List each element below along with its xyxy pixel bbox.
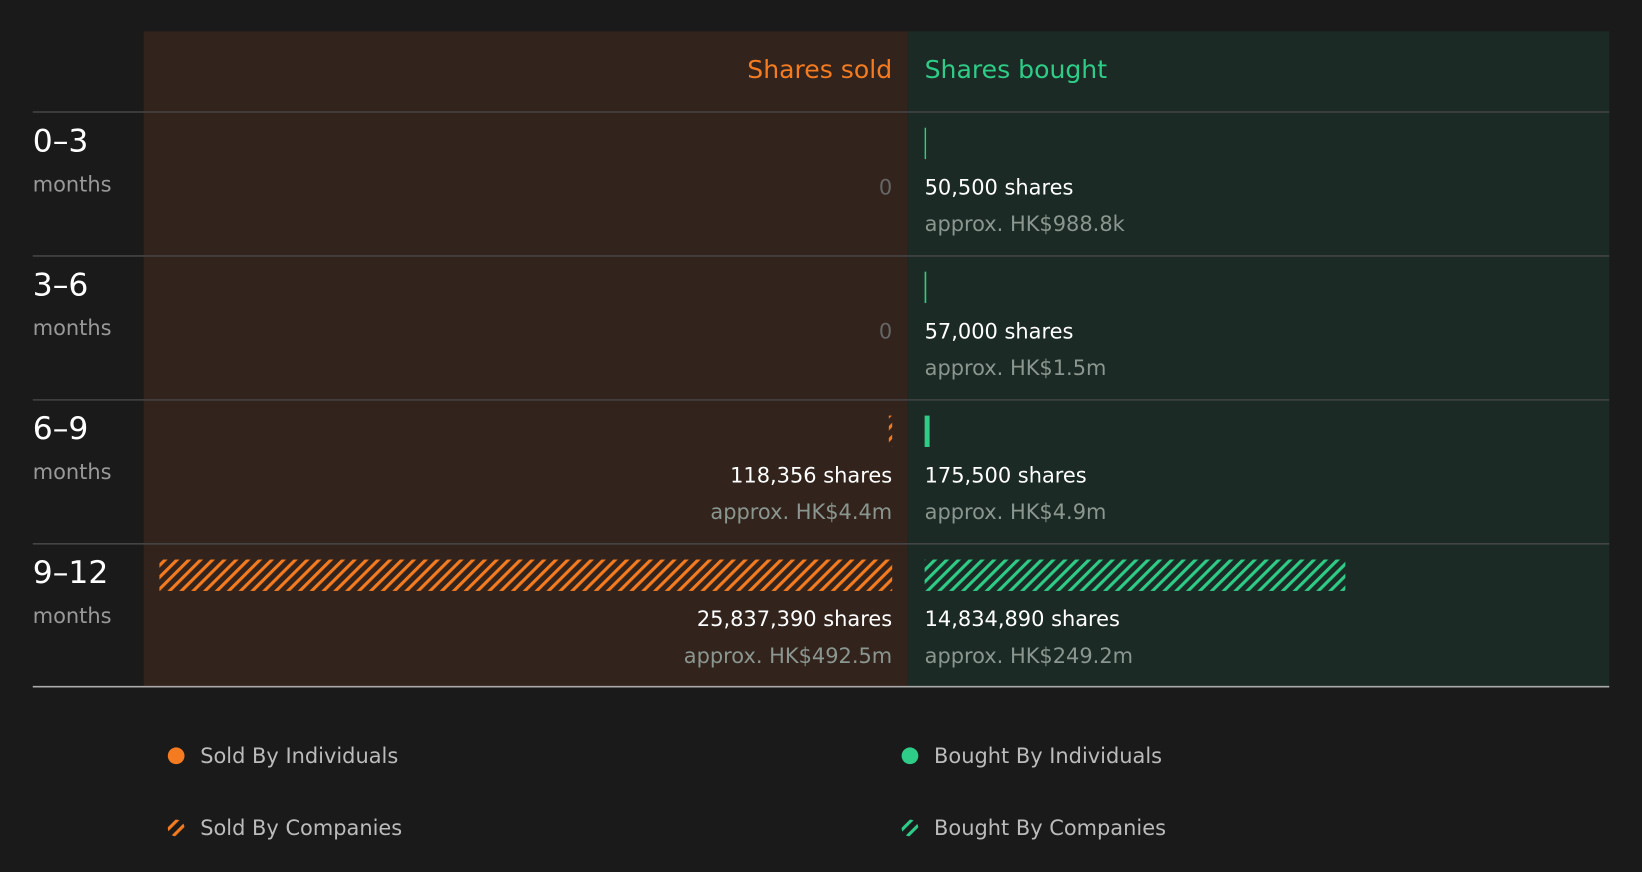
- amount-label: approx. HK$988.8k: [925, 212, 1126, 236]
- sold-bar: [159, 559, 893, 591]
- category-label: 3–6: [33, 267, 89, 303]
- value-label: 50,500 shares: [925, 175, 1074, 199]
- legend-label: Sold By Companies: [200, 816, 402, 840]
- category-unit: months: [33, 172, 112, 196]
- category-label: 0–3: [33, 123, 89, 159]
- value-label: 14,834,890 shares: [925, 607, 1120, 631]
- value-label: 118,356 shares: [730, 463, 892, 487]
- value-label: 57,000 shares: [925, 319, 1074, 343]
- value-label: 175,500 shares: [925, 463, 1087, 487]
- amount-label: approx. HK$492.5m: [684, 644, 892, 668]
- value-label: 0: [879, 319, 892, 343]
- category-label: 9–12: [33, 555, 109, 591]
- amount-label: approx. HK$4.4m: [710, 500, 892, 524]
- bought-bar: [924, 127, 927, 160]
- category-label: 6–9: [33, 411, 89, 447]
- legend-label: Bought By Companies: [934, 816, 1166, 840]
- bought-bar: [924, 415, 930, 447]
- legend-swatch: [167, 747, 185, 765]
- legend-swatch: [901, 747, 919, 765]
- category-unit: months: [33, 460, 112, 484]
- value-label: 0: [879, 175, 892, 199]
- legend-label: Bought By Individuals: [934, 744, 1162, 768]
- legend-swatch: [167, 819, 185, 837]
- legend-swatch: [901, 819, 919, 837]
- legend-label: Sold By Individuals: [200, 744, 398, 768]
- bought-bar: [924, 271, 927, 304]
- value-label: 25,837,390 shares: [697, 607, 892, 631]
- sold-bar: [888, 415, 893, 447]
- header-bought: Shares bought: [925, 55, 1108, 84]
- amount-label: approx. HK$1.5m: [925, 356, 1107, 380]
- amount-label: approx. HK$249.2m: [925, 644, 1133, 668]
- category-unit: months: [33, 604, 112, 628]
- bought-bar: [924, 559, 1346, 591]
- amount-label: approx. HK$4.9m: [925, 500, 1107, 524]
- category-unit: months: [33, 316, 112, 340]
- header-sold: Shares sold: [747, 55, 892, 84]
